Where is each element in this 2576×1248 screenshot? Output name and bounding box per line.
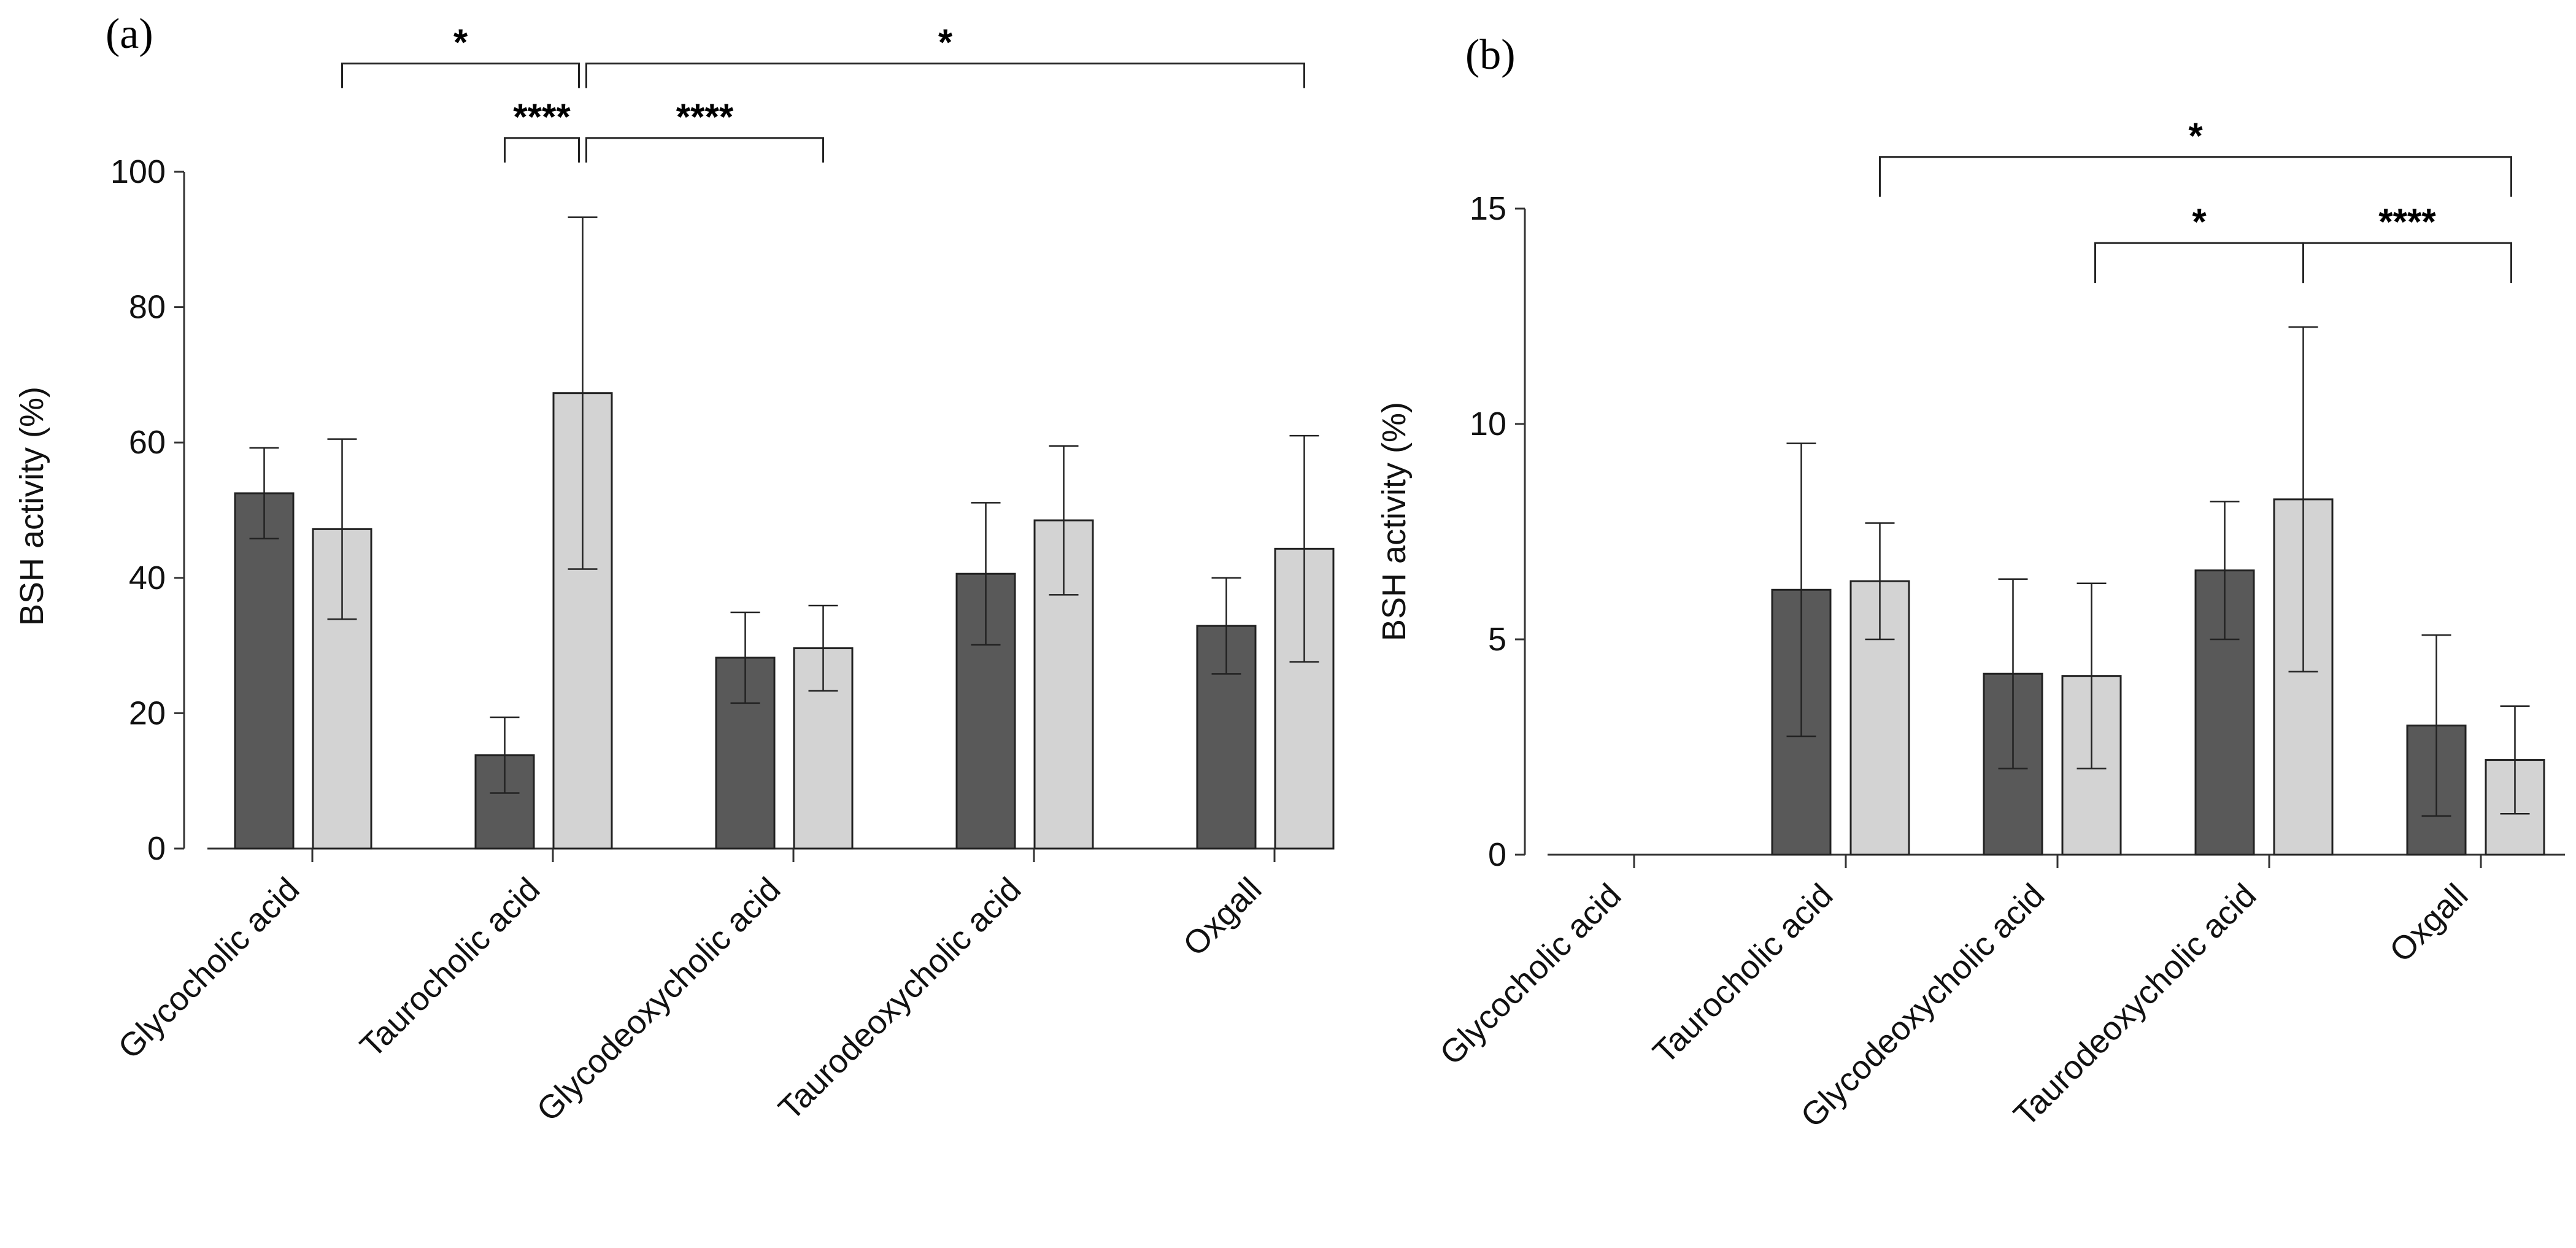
significance-bracket-3: [585, 137, 824, 163]
panel-a-y-axis-title: BSH activity (%): [13, 387, 50, 626]
category-label-2: Glycodeoxycholic acid: [530, 871, 787, 1128]
significance-label-0: *: [453, 22, 468, 63]
category-label-1: Taurocholic acid: [1646, 877, 1840, 1071]
bar-s1-0: [312, 528, 372, 850]
significance-bracket-2: [2302, 242, 2512, 283]
significance-label-0: *: [2188, 115, 2203, 156]
category-label-2: Glycodeoxycholic acid: [1794, 877, 2051, 1134]
significance-bracket-1: [2094, 242, 2304, 283]
category-label-1: Taurocholic acid: [353, 871, 547, 1065]
panel-b-label: (b): [1465, 31, 1516, 79]
panel-a-label: (a): [106, 10, 153, 58]
y-tick-label-3: 60: [129, 424, 166, 461]
category-label-4: Oxgall: [2383, 877, 2475, 969]
significance-bracket-0: [341, 63, 580, 88]
significance-label-1: *: [938, 22, 953, 63]
category-label-0: Glycocholic acid: [1433, 877, 1628, 1072]
panel-a: (a) BSH activity (%) 0 20 40 60 80 100 Glycoch…: [13, 10, 1335, 1128]
significance-bracket-0: [1879, 156, 2512, 197]
y-tick-label-2: 10: [1470, 406, 1506, 442]
significance-bracket-1: [585, 63, 1305, 88]
y-tick-label-3: 15: [1470, 190, 1506, 227]
panel-b-y-axis-title: BSH activity (%): [1376, 402, 1413, 641]
y-tick-label-1: 5: [1488, 621, 1506, 658]
category-label-4: Oxgall: [1176, 871, 1269, 963]
bar-s0-0: [234, 492, 295, 850]
significance-label-2: ****: [2378, 201, 2436, 242]
y-tick-label-0: 0: [147, 830, 166, 867]
bar-s0-4: [1196, 625, 1257, 850]
y-tick-label-1: 20: [129, 695, 166, 731]
panel-b: (b) BSH activity (%) 0 5 10 15 Glycocholic a…: [1376, 31, 2565, 1134]
significance-label-2: ****: [513, 96, 571, 137]
y-tick-label-5: 100: [110, 153, 166, 190]
y-tick-label-0: 0: [1488, 836, 1506, 873]
significance-bracket-2: [504, 137, 580, 163]
significance-label-3: ****: [676, 96, 734, 137]
category-label-0: Glycocholic acid: [111, 871, 306, 1066]
y-tick-label-2: 40: [129, 560, 166, 596]
category-label-3: Taurodeoxycholic acid: [771, 871, 1028, 1127]
significance-label-1: *: [2192, 201, 2207, 242]
category-label-3: Taurodeoxycholic acid: [2007, 877, 2263, 1133]
y-tick-label-4: 80: [129, 289, 166, 326]
